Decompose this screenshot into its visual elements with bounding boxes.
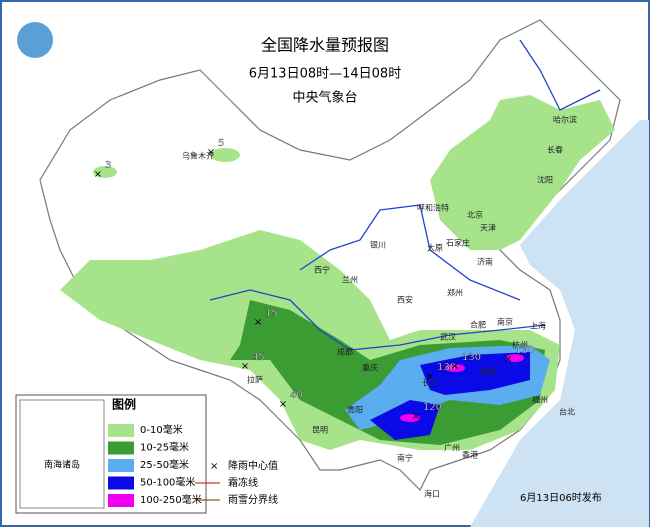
legend-label: 10-25毫米 — [140, 441, 189, 454]
rain-center-mark: × — [412, 411, 420, 422]
city-label: 重庆 — [362, 363, 378, 373]
symbol-icon: × — [210, 461, 218, 472]
rain-center-value: 130 — [515, 345, 534, 356]
rain-center-value: 120 — [423, 402, 442, 413]
rain-area — [506, 354, 524, 362]
inset-label: 南海诸岛 — [44, 459, 80, 471]
rivers — [209, 39, 601, 351]
legend-label: 0-10毫米 — [140, 423, 183, 436]
city-label: 银川 — [370, 240, 386, 250]
city-label: 昆明 — [312, 426, 328, 435]
river — [209, 289, 546, 351]
rain-area — [93, 166, 117, 178]
city-label: 呼和浩特 — [417, 203, 449, 213]
city-label: 杭州 — [512, 340, 528, 350]
rain-center-value: 15 — [265, 308, 278, 319]
legend-label: 25-50毫米 — [140, 458, 189, 471]
legend-swatch — [108, 494, 134, 507]
city-label: 石家庄 — [446, 238, 470, 248]
period: 6月13日08时—14日08时 — [249, 67, 401, 82]
city-label: 上海 — [530, 321, 546, 331]
city-label: 福州 — [532, 396, 548, 405]
sea — [470, 120, 649, 527]
rain-center-value: 130 — [437, 362, 456, 373]
city-label: 广州 — [444, 443, 460, 453]
city-label: 长春 — [547, 145, 563, 155]
rain-center-mark: × — [279, 399, 287, 410]
rain-center-value: 5 — [218, 138, 224, 149]
rain-area — [445, 364, 465, 372]
rain-center-value: 40 — [290, 390, 303, 401]
legend-swatch — [108, 476, 134, 490]
city-label: 南昌 — [480, 367, 496, 377]
rain-area — [230, 300, 545, 445]
city-label: 台北 — [559, 407, 575, 417]
legend-title: 图例 — [112, 397, 136, 412]
logo — [17, 22, 53, 58]
city-label: 南宁 — [397, 453, 413, 463]
city-label: 合肥 — [470, 320, 486, 330]
city-label: 武汉 — [440, 332, 456, 342]
symbol-label: 降雨中心值 — [228, 459, 278, 472]
city-label: 西安 — [397, 295, 413, 305]
rain-center-mark: × — [426, 371, 434, 382]
river — [299, 204, 521, 301]
rain-center-mark: × — [241, 361, 249, 372]
city-label: 长沙 — [422, 378, 438, 388]
city-label: 郑州 — [447, 288, 463, 298]
rain-center-mark: × — [504, 354, 512, 365]
legend-swatch — [108, 441, 134, 455]
city-label: 南京 — [497, 317, 513, 327]
rain-area — [430, 95, 615, 250]
city-label: 海口 — [424, 489, 440, 499]
symbol-label: 雨雪分界线 — [228, 493, 278, 506]
city-label: 天津 — [480, 223, 496, 233]
river — [519, 39, 601, 111]
legend-label: 100-250毫米 — [140, 493, 202, 506]
rain-center-mark: × — [94, 169, 102, 180]
symbol-label: 霜冻线 — [228, 476, 258, 489]
footer: 6月13日06时发布 — [520, 491, 602, 504]
city-label: 北京 — [467, 210, 483, 220]
rain-area — [210, 148, 240, 162]
rain-area — [420, 352, 530, 395]
rain-area — [400, 414, 420, 422]
city-label: 哈尔滨 — [553, 115, 577, 125]
rain-center-mark: × — [254, 317, 262, 328]
rain-center-value: 130 — [462, 352, 481, 363]
inset-map — [19, 399, 105, 509]
title: 全国降水量预报图 — [261, 36, 389, 55]
issuer: 中央气象台 — [292, 90, 357, 106]
dynamic-layer: 0-10毫米 10-25毫米 25-50毫米 50-100毫米 100-250毫米 × 降雨… — [94, 115, 577, 507]
city-label: 拉萨 — [247, 375, 263, 385]
rain-center-value: 45 — [252, 352, 265, 363]
city-label: 香港 — [462, 450, 478, 460]
rain-center-value: 3 — [105, 160, 111, 171]
legend-label: 50-100毫米 — [140, 476, 195, 489]
city-label: 贵阳 — [347, 405, 363, 415]
city-label: 太原 — [427, 243, 443, 253]
legend-swatch — [108, 424, 134, 437]
city-label: 济南 — [477, 257, 493, 267]
rain-center-mark: × — [207, 147, 215, 158]
city-label: 成都 — [337, 347, 353, 357]
city-label: 沈阳 — [537, 175, 553, 185]
city-label: 乌鲁木齐 — [182, 151, 214, 161]
rain-areas — [60, 95, 615, 450]
city-label: 西宁 — [314, 265, 330, 275]
legend-swatch — [108, 459, 134, 472]
city-label: 兰州 — [342, 275, 358, 285]
rain-center-mark: × — [451, 361, 459, 372]
